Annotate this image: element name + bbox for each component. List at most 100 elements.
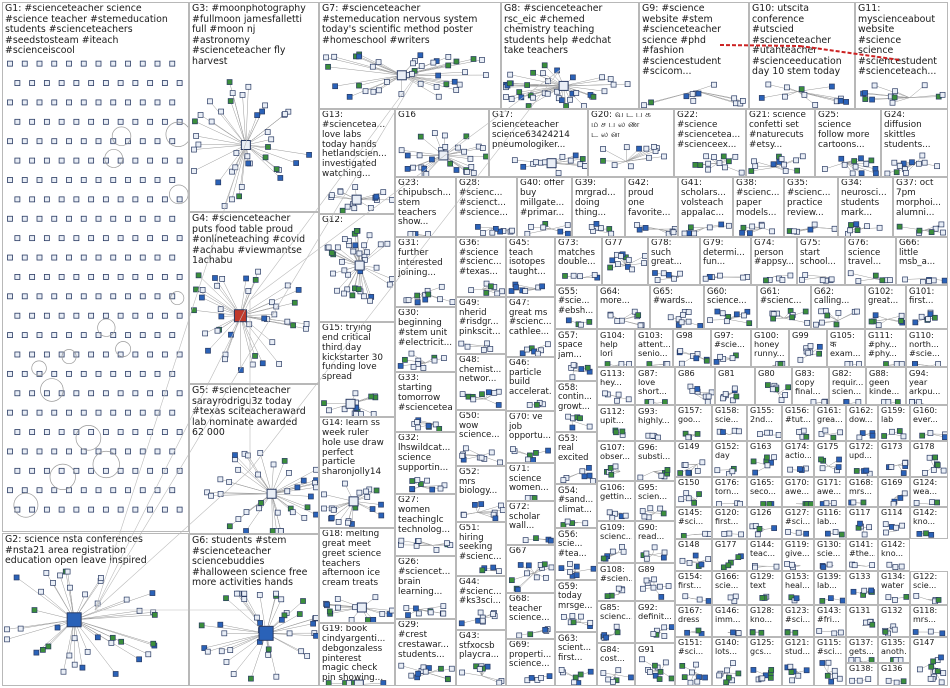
node xyxy=(554,67,560,74)
node xyxy=(169,332,176,339)
node xyxy=(36,409,43,416)
group-network-g121 xyxy=(784,663,810,684)
node xyxy=(624,81,631,87)
group-panel-g116: G116: lab... xyxy=(814,507,846,539)
node xyxy=(222,351,229,358)
group-panel-g58: G58: contin... growt... xyxy=(555,381,597,432)
node xyxy=(369,506,376,512)
node xyxy=(257,450,264,456)
node xyxy=(651,576,657,583)
group-panel-g5: G5: #scienceteacher sarayrodrigu3z today… xyxy=(189,384,319,534)
node xyxy=(941,277,947,284)
node xyxy=(912,319,919,326)
node xyxy=(195,272,202,279)
node xyxy=(362,88,369,95)
node xyxy=(836,456,842,463)
node xyxy=(563,103,569,108)
node xyxy=(366,232,373,239)
node xyxy=(716,672,723,679)
group-network-g54 xyxy=(560,518,589,527)
hub-node xyxy=(233,309,247,323)
node xyxy=(139,409,146,416)
node xyxy=(530,69,536,76)
group-panel-g141: G141: #the... xyxy=(846,539,878,571)
node xyxy=(573,90,580,96)
node xyxy=(689,91,696,97)
node xyxy=(586,472,593,479)
node xyxy=(531,495,538,500)
node xyxy=(577,273,583,280)
node xyxy=(912,361,918,366)
node xyxy=(102,351,109,358)
group-panel-g177: G177 xyxy=(712,539,747,571)
node xyxy=(872,272,879,279)
group-network-g112 xyxy=(612,427,626,438)
node xyxy=(718,221,725,228)
node xyxy=(88,274,95,280)
node xyxy=(679,557,686,564)
node xyxy=(117,274,124,280)
group-panel-g24: G24: diffusion skittles students... xyxy=(881,109,948,177)
edge xyxy=(427,672,448,680)
node xyxy=(847,227,853,234)
node xyxy=(681,230,688,236)
node xyxy=(495,402,502,408)
group-network-g71 xyxy=(524,495,538,500)
group-network-g146 xyxy=(727,629,742,636)
node xyxy=(821,399,828,404)
group-network-g79 xyxy=(702,272,750,282)
node xyxy=(843,399,850,404)
group-network-g36 xyxy=(468,280,505,296)
node xyxy=(248,675,254,682)
edge xyxy=(511,572,535,581)
node xyxy=(475,617,481,624)
node xyxy=(893,524,899,531)
node xyxy=(751,158,757,165)
node xyxy=(161,196,168,203)
node xyxy=(706,224,713,231)
node xyxy=(102,390,109,397)
node xyxy=(480,230,486,236)
group-panel-g2: G2: science nsta conferences #nsta21 are… xyxy=(2,533,189,686)
hub-node xyxy=(345,398,356,409)
node xyxy=(736,428,742,435)
node xyxy=(889,428,895,435)
node xyxy=(741,312,747,319)
node xyxy=(485,389,492,396)
node xyxy=(607,76,614,82)
node xyxy=(199,294,205,301)
group-panel-g69: G69: properti... science... xyxy=(506,639,555,686)
node xyxy=(256,592,263,598)
self-loop xyxy=(111,126,132,146)
node xyxy=(445,62,452,69)
node xyxy=(227,98,234,104)
node xyxy=(66,332,72,339)
node xyxy=(102,312,109,319)
node xyxy=(71,661,78,668)
node xyxy=(14,235,21,242)
group-panel-g11: G11: myscienceabout website #science sci… xyxy=(855,2,948,109)
group-network-g166 xyxy=(727,593,739,604)
node xyxy=(313,632,318,639)
node xyxy=(792,629,799,636)
group-network-g45 xyxy=(508,281,545,294)
group-network-g59 xyxy=(560,613,594,629)
node xyxy=(797,466,803,472)
group-panel-g79: G79: determi... fun... xyxy=(700,237,751,285)
node xyxy=(112,671,119,677)
group-panel-g52: G52: mrs biology... xyxy=(456,466,506,522)
hub-node xyxy=(240,140,251,151)
node xyxy=(854,657,861,662)
node xyxy=(422,668,429,675)
node xyxy=(367,297,373,304)
node xyxy=(227,647,234,653)
group-network-g125 xyxy=(750,667,775,683)
node xyxy=(110,293,117,300)
group-panel-g70: G70: ve job opportu... xyxy=(506,411,555,463)
node xyxy=(438,665,444,672)
node xyxy=(820,564,827,570)
node xyxy=(245,452,251,459)
node xyxy=(161,351,168,358)
node xyxy=(631,308,638,315)
node xyxy=(370,616,377,622)
